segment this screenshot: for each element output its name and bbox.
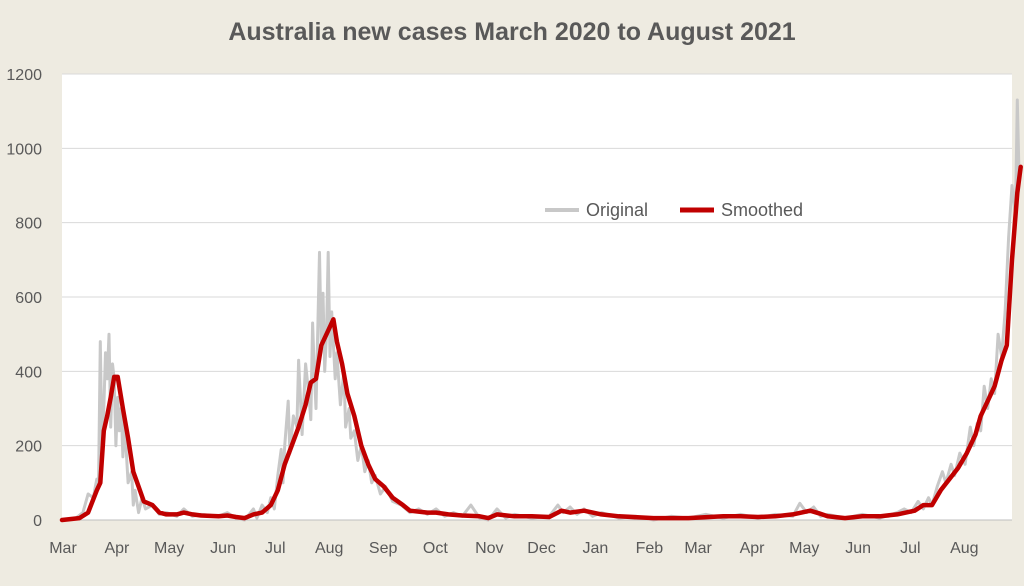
x-tick-label: May: [154, 540, 184, 557]
x-tick-label: Nov: [475, 540, 503, 557]
y-tick-label: 600: [15, 290, 42, 307]
x-tick-label: Dec: [527, 540, 555, 557]
series-line-smoothed: [59, 164, 1023, 523]
chart-title: Australia new cases March 2020 to August…: [228, 18, 796, 46]
x-tick-label: Jul: [900, 540, 920, 557]
x-tick-label: Jun: [210, 540, 236, 557]
x-tick-label: Apr: [740, 540, 766, 557]
x-tick-label: Feb: [636, 540, 664, 557]
x-tick-label: Oct: [423, 540, 448, 557]
y-tick-label: 400: [15, 364, 42, 381]
x-tick-label: Sep: [369, 540, 398, 557]
x-tick-label: Mar: [49, 540, 77, 557]
y-tick-label: 200: [15, 439, 42, 456]
legend-label-original: Original: [586, 200, 648, 220]
y-tick-label: 1200: [6, 67, 42, 84]
x-tick-label: Apr: [104, 540, 130, 557]
x-tick-label: Jun: [845, 540, 871, 557]
x-tick-label: Mar: [684, 540, 712, 557]
x-tick-label: May: [789, 540, 819, 557]
x-tick-label: Aug: [950, 540, 978, 557]
x-tick-label: Jan: [583, 540, 609, 557]
x-tick-label: Aug: [315, 540, 343, 557]
y-tick-label: 0: [33, 513, 42, 530]
legend-label-smoothed: Smoothed: [721, 200, 803, 220]
y-tick-label: 800: [15, 216, 42, 233]
x-tick-label: Jul: [265, 540, 285, 557]
y-tick-label: 1000: [6, 141, 42, 158]
